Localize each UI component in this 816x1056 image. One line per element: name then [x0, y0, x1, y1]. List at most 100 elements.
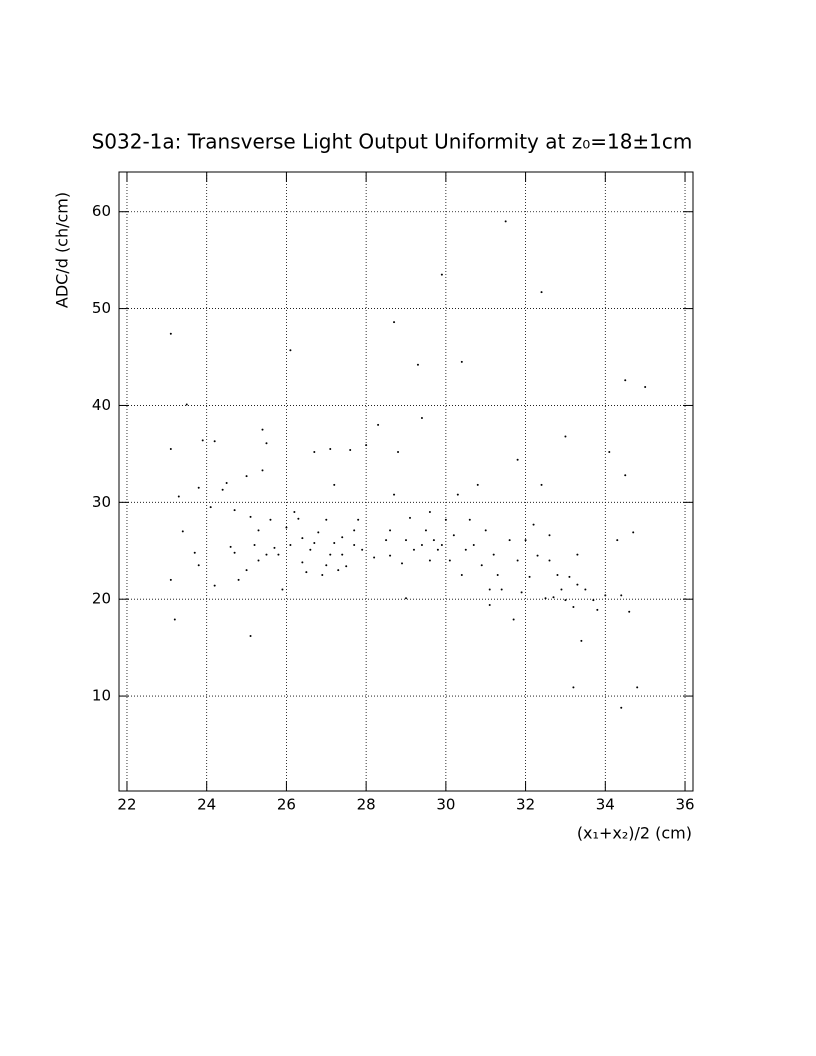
point — [209, 506, 212, 509]
point — [229, 545, 232, 548]
point — [536, 554, 539, 557]
point — [540, 483, 543, 486]
point — [265, 442, 268, 445]
point — [516, 559, 519, 562]
point — [285, 526, 288, 529]
point — [460, 360, 463, 363]
point — [440, 543, 443, 546]
point — [564, 599, 567, 602]
x-tick-label: 36 — [675, 796, 694, 814]
y-tick-label: 60 — [92, 202, 111, 220]
point — [169, 332, 172, 335]
point — [644, 386, 647, 389]
x-axis-label: (x₁+x₂)/2 (cm) — [577, 824, 692, 843]
point — [301, 537, 304, 540]
x-tick-label: 32 — [516, 796, 535, 814]
point — [528, 575, 531, 578]
point — [225, 481, 228, 484]
point — [572, 605, 575, 608]
point — [333, 542, 336, 545]
x-tick-label: 24 — [197, 796, 216, 814]
point — [468, 518, 471, 521]
point — [596, 608, 599, 611]
point — [261, 469, 264, 472]
point — [412, 548, 415, 551]
point — [480, 564, 483, 567]
point — [317, 531, 320, 534]
point — [472, 543, 475, 546]
point — [301, 561, 304, 564]
point — [405, 539, 407, 542]
point — [504, 220, 507, 223]
point — [436, 548, 439, 551]
point — [341, 553, 344, 556]
point — [488, 604, 491, 607]
point — [428, 559, 431, 562]
point — [576, 583, 579, 586]
point — [337, 569, 340, 572]
point — [257, 529, 260, 532]
point — [261, 428, 264, 431]
point — [197, 564, 200, 567]
point — [572, 686, 575, 689]
point — [385, 539, 388, 542]
point — [309, 548, 312, 551]
point — [169, 578, 172, 581]
point — [349, 449, 352, 452]
point — [233, 509, 236, 512]
point — [181, 530, 184, 533]
point — [353, 543, 356, 546]
point — [213, 440, 216, 443]
point — [548, 534, 551, 537]
point — [325, 564, 328, 567]
point — [544, 597, 547, 600]
point — [580, 639, 583, 642]
point — [269, 518, 272, 521]
y-axis-label: ADC/d (ch/cm) — [53, 192, 72, 308]
point — [520, 591, 523, 594]
point — [393, 321, 396, 324]
point — [297, 517, 300, 520]
point — [221, 488, 224, 491]
point — [548, 559, 551, 562]
point — [345, 565, 348, 568]
point — [281, 588, 284, 591]
point — [389, 554, 392, 557]
x-tick-label: 28 — [357, 796, 376, 814]
point — [393, 493, 396, 496]
y-tick-label: 40 — [92, 396, 111, 414]
point — [401, 562, 404, 565]
point — [265, 553, 268, 556]
point — [420, 417, 423, 420]
point — [624, 379, 627, 382]
point — [169, 448, 172, 451]
point — [616, 539, 619, 542]
point — [357, 518, 360, 521]
point — [636, 686, 639, 689]
point — [377, 423, 380, 426]
x-tick-label: 22 — [117, 796, 136, 814]
point — [556, 573, 559, 576]
point — [428, 511, 431, 514]
point — [496, 573, 499, 576]
point — [632, 531, 635, 534]
x-tick-label: 34 — [596, 796, 615, 814]
y-tick-label: 30 — [92, 493, 111, 511]
point — [197, 486, 200, 489]
point — [253, 543, 256, 546]
point — [628, 610, 631, 613]
point — [185, 403, 188, 406]
point — [424, 529, 427, 532]
chart-title: S032-1a: Transverse Light Output Uniform… — [92, 130, 693, 154]
point — [608, 450, 611, 453]
point — [484, 529, 487, 532]
point — [464, 548, 467, 551]
x-tick-label: 26 — [277, 796, 296, 814]
point — [540, 291, 543, 294]
point — [516, 458, 519, 461]
point — [329, 448, 332, 451]
point — [512, 618, 515, 621]
point — [177, 495, 180, 498]
